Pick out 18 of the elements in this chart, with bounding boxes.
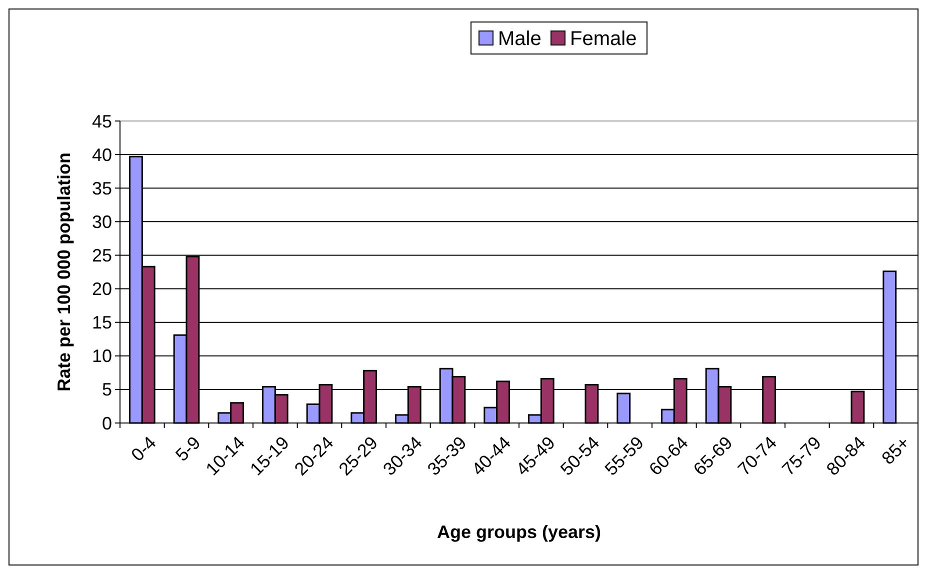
y-tick-label: 35 bbox=[92, 178, 112, 198]
y-tick-label: 25 bbox=[92, 246, 112, 266]
y-tick-label: 5 bbox=[102, 380, 112, 400]
y-tick-label: 40 bbox=[92, 144, 112, 165]
legend-label: Female bbox=[570, 28, 637, 50]
x-axis-title: Age groups (years) bbox=[436, 522, 602, 542]
bar bbox=[616, 392, 631, 424]
y-tick-label: 15 bbox=[92, 312, 112, 333]
x-tick-label: 85+ bbox=[878, 432, 914, 468]
y-tick-label: 10 bbox=[92, 346, 112, 366]
y-axis-title: Rate per 100 000 population bbox=[54, 152, 74, 392]
x-tick-label: 5-9 bbox=[172, 432, 204, 466]
y-tick-label: 0 bbox=[102, 413, 112, 434]
y-tick-label: 30 bbox=[92, 212, 112, 232]
y-tick-label: 20 bbox=[92, 279, 112, 300]
legend-label: Male bbox=[498, 28, 542, 50]
x-tick-label: 0-4 bbox=[127, 432, 160, 466]
y-tick-label: 45 bbox=[92, 111, 112, 132]
